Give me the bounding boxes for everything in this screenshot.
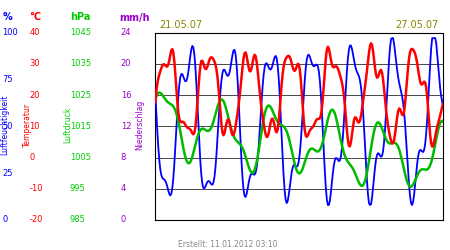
Text: Niederschlag: Niederschlag: [135, 100, 144, 150]
Text: 1025: 1025: [70, 90, 91, 100]
Text: Erstellt: 11.01.2012 03:10: Erstellt: 11.01.2012 03:10: [178, 240, 277, 249]
Text: 4: 4: [121, 184, 126, 193]
Text: °C: °C: [29, 12, 41, 22]
Text: Luftfeuchtigkeit: Luftfeuchtigkeit: [0, 95, 9, 155]
Text: 0: 0: [2, 216, 8, 224]
Text: 20: 20: [29, 90, 40, 100]
Text: 50: 50: [2, 122, 13, 131]
Text: mm/h: mm/h: [119, 12, 150, 22]
Text: 12: 12: [121, 122, 131, 131]
Text: 20: 20: [121, 59, 131, 68]
Text: 0: 0: [121, 216, 126, 224]
Text: 985: 985: [70, 216, 86, 224]
Text: -10: -10: [29, 184, 43, 193]
Text: -20: -20: [29, 216, 43, 224]
Text: 10: 10: [29, 122, 40, 131]
Text: 8: 8: [121, 153, 126, 162]
Text: 21.05.07: 21.05.07: [160, 20, 203, 30]
Text: 75: 75: [2, 75, 13, 84]
Text: hPa: hPa: [70, 12, 90, 22]
Text: Temperatur: Temperatur: [23, 103, 32, 147]
Text: 30: 30: [29, 59, 40, 68]
Text: 25: 25: [2, 168, 13, 177]
Text: %: %: [2, 12, 12, 22]
Text: 27.05.07: 27.05.07: [396, 20, 439, 30]
Text: 1035: 1035: [70, 59, 91, 68]
Text: Luftdruck: Luftdruck: [63, 107, 72, 143]
Text: 995: 995: [70, 184, 86, 193]
Text: 40: 40: [29, 28, 40, 37]
Text: 1045: 1045: [70, 28, 91, 37]
Text: 1015: 1015: [70, 122, 91, 131]
Text: 1005: 1005: [70, 153, 91, 162]
Text: 0: 0: [29, 153, 35, 162]
Text: 16: 16: [121, 90, 131, 100]
Text: 24: 24: [121, 28, 131, 37]
Text: 100: 100: [2, 28, 18, 37]
